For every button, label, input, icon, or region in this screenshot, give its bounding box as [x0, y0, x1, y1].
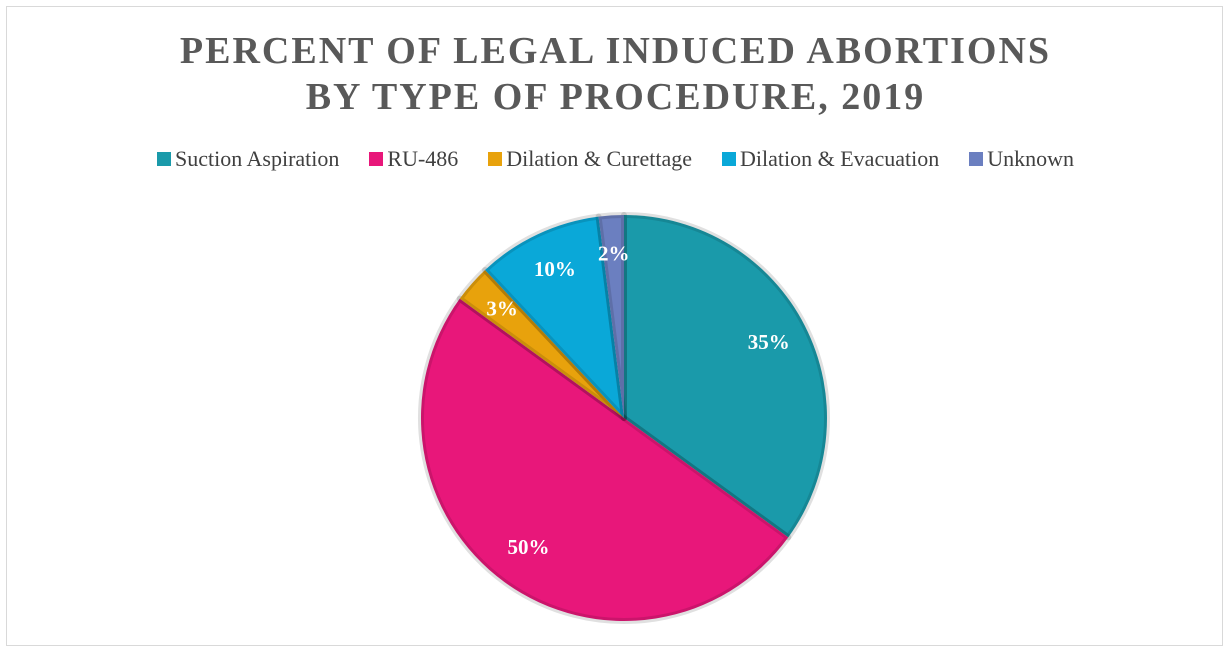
legend-item: Unknown: [969, 146, 1074, 172]
legend-item: Dilation & Curettage: [488, 146, 692, 172]
legend-item: Suction Aspiration: [157, 146, 339, 172]
pie-slice: [418, 295, 792, 624]
legend-swatch: [369, 152, 384, 166]
pie-slice: [456, 267, 627, 421]
legend-item: RU-486: [369, 146, 458, 172]
legend-swatch: [969, 152, 984, 166]
pie-slice: [482, 213, 627, 421]
legend-label: RU-486: [387, 146, 459, 171]
chart-title: PERCENT OF LEGAL INDUCED ABORTIONS BY TY…: [179, 30, 1052, 118]
data-label: 50%: [508, 535, 550, 559]
legend-item: Dilation & Evacuation: [722, 146, 939, 172]
legend-swatch: [157, 152, 172, 166]
legend-label: Dilation & Curettage: [506, 146, 693, 171]
legend-label: Unknown: [987, 146, 1074, 171]
pie-slice: [595, 212, 627, 421]
data-label: 35%: [748, 330, 790, 354]
legend-label: Suction Aspiration: [175, 146, 340, 171]
pie-slice: [621, 212, 830, 541]
data-label: 10%: [534, 257, 576, 281]
legend-label: Dilation & Evacuation: [740, 146, 940, 171]
legend-swatch: [488, 152, 503, 166]
data-label: 2%: [598, 242, 630, 266]
legend: Suction Aspiration RU-486 Dilation & Curet…: [0, 146, 1231, 172]
data-label: 3%: [486, 296, 518, 320]
legend-swatch: [722, 152, 737, 166]
